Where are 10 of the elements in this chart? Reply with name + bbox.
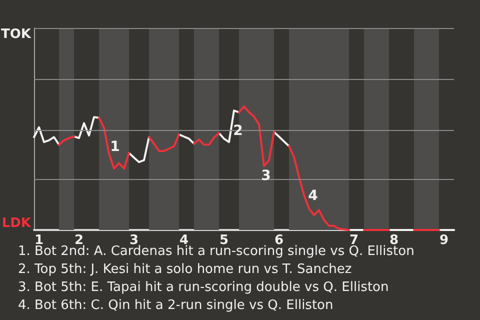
text: 2. Top 5th: J. Kesi hit a solo home run vs T. Sanchez	[18, 262, 352, 277]
text: 3. Bot 5th: E. Tapai hit a run-scoring double vs Q. Elliston	[18, 280, 389, 295]
text: 4. Bot 6th: C. Qin hit a 2-run single vs Q. Elliston	[18, 298, 334, 313]
annotation: 2	[233, 123, 243, 139]
annotation: 1	[110, 139, 120, 155]
annotation: 4	[308, 188, 318, 204]
text: LDK	[2, 216, 32, 231]
annotation: 3	[261, 168, 271, 184]
x-tick-label: 9	[439, 233, 449, 248]
text: TOK	[1, 27, 32, 42]
